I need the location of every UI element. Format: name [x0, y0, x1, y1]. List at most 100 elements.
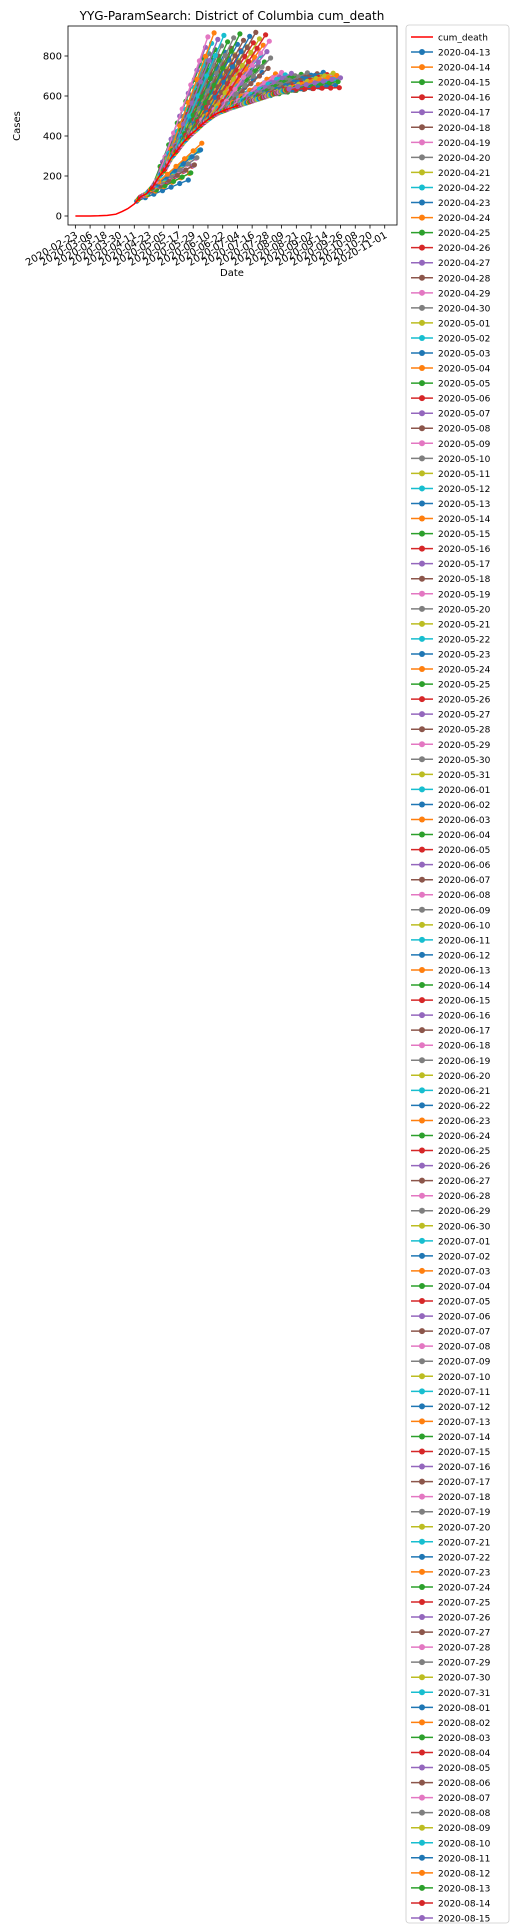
legend-marker: [419, 1584, 425, 1590]
legend-label: 2020-05-28: [438, 726, 491, 736]
legend-label: 2020-08-07: [438, 1794, 490, 1804]
legend-label: 2020-07-08: [438, 1343, 491, 1353]
legend-marker: [419, 305, 425, 311]
forecast-point: [229, 49, 234, 54]
legend-marker: [419, 500, 425, 506]
legend-label: 2020-05-20: [438, 605, 491, 615]
forecast-point: [169, 185, 174, 190]
forecast-point: [239, 49, 244, 54]
legend-label: 2020-05-26: [438, 696, 491, 706]
legend-label: 2020-07-20: [438, 1523, 491, 1533]
legend-marker: [419, 1178, 425, 1184]
legend-marker: [419, 1749, 425, 1755]
legend-marker: [419, 1569, 425, 1575]
legend-marker: [419, 696, 425, 702]
forecast-point: [253, 30, 258, 35]
legend-label: 2020-07-01: [438, 1237, 490, 1247]
forecast-point: [182, 156, 187, 161]
legend-marker: [419, 215, 425, 221]
legend-label: 2020-05-14: [438, 515, 491, 525]
forecast-point: [251, 74, 256, 79]
legend-marker: [419, 109, 425, 115]
legend-label: 2020-07-05: [438, 1298, 490, 1308]
forecast-point: [304, 82, 309, 87]
legend-marker: [419, 1734, 425, 1740]
legend-label: 2020-08-04: [438, 1749, 491, 1759]
legend-label: 2020-07-03: [438, 1267, 490, 1277]
legend-label: 2020-06-15: [438, 997, 490, 1007]
legend-marker: [419, 1042, 425, 1048]
legend-marker: [419, 1133, 425, 1139]
legend-label: 2020-05-15: [438, 530, 490, 540]
legend-marker: [419, 816, 425, 822]
forecast-point: [257, 73, 262, 78]
legend-marker: [419, 380, 425, 386]
forecast-point: [171, 179, 176, 184]
legend-marker: [419, 485, 425, 491]
legend-marker: [419, 531, 425, 537]
legend-marker: [419, 997, 425, 1003]
forecast-point: [205, 34, 210, 39]
forecast-point: [183, 167, 188, 172]
legend-label: 2020-04-25: [438, 229, 490, 239]
legend-label: 2020-05-13: [438, 500, 490, 510]
legend-marker: [419, 1403, 425, 1409]
legend-marker: [419, 1388, 425, 1394]
legend-label: 2020-06-05: [438, 846, 490, 856]
legend-label: 2020-05-18: [438, 575, 491, 585]
legend-marker: [419, 801, 425, 807]
legend-label: 2020-05-23: [438, 650, 490, 660]
legend-marker: [419, 64, 425, 70]
legend-label: 2020-05-11: [438, 470, 490, 480]
legend-label: 2020-05-31: [438, 771, 490, 781]
legend-marker: [419, 1855, 425, 1861]
legend-marker: [419, 440, 425, 446]
legend-label: 2020-06-24: [438, 1132, 491, 1142]
forecast-point: [180, 174, 185, 179]
legend-label: 2020-07-04: [438, 1282, 491, 1292]
legend-marker: [419, 1659, 425, 1665]
observed-line: [75, 105, 238, 216]
legend-marker: [419, 1629, 425, 1635]
legend-marker: [419, 1900, 425, 1906]
legend-label: 2020-08-11: [438, 1854, 490, 1864]
legend-label: 2020-06-26: [438, 1162, 491, 1172]
legend-label: 2020-05-07: [438, 410, 490, 420]
legend-label: 2020-05-09: [438, 440, 491, 450]
legend-marker: [419, 49, 425, 55]
legend-label: 2020-07-11: [438, 1388, 490, 1398]
legend-label: 2020-06-07: [438, 876, 490, 886]
legend-marker: [419, 561, 425, 567]
legend-marker: [419, 320, 425, 326]
y-axis: 0200400600800: [43, 52, 68, 223]
legend-marker: [419, 1810, 425, 1816]
legend-marker: [419, 786, 425, 792]
forecast-point: [263, 32, 268, 37]
legend-marker: [419, 1193, 425, 1199]
forecast-point: [197, 58, 202, 63]
forecast-point: [237, 31, 242, 36]
legend-marker: [419, 1870, 425, 1876]
forecast-point: [199, 141, 204, 146]
legend-marker: [419, 756, 425, 762]
y-tick-label: 0: [56, 212, 62, 223]
legend-marker: [419, 1117, 425, 1123]
legend-label: 2020-07-13: [438, 1418, 490, 1428]
y-tick-label: 600: [43, 92, 62, 103]
legend-marker: [419, 726, 425, 732]
legend-marker: [419, 260, 425, 266]
forecast-point: [192, 162, 197, 167]
legend-marker: [419, 922, 425, 928]
forecast-point: [223, 53, 228, 58]
legend-label: 2020-04-13: [438, 49, 490, 59]
legend: cum_death2020-04-132020-04-142020-04-152…: [406, 25, 509, 1925]
legend-label: 2020-07-26: [438, 1614, 491, 1624]
legend-marker: [419, 275, 425, 281]
legend-marker: [419, 1343, 425, 1349]
forecast-point: [337, 85, 342, 90]
legend-label: 2020-05-05: [438, 380, 490, 390]
legend-marker: [419, 1163, 425, 1169]
forecast-point: [198, 147, 203, 152]
legend-label: 2020-07-23: [438, 1568, 490, 1578]
legend-label: 2020-06-10: [438, 921, 491, 931]
